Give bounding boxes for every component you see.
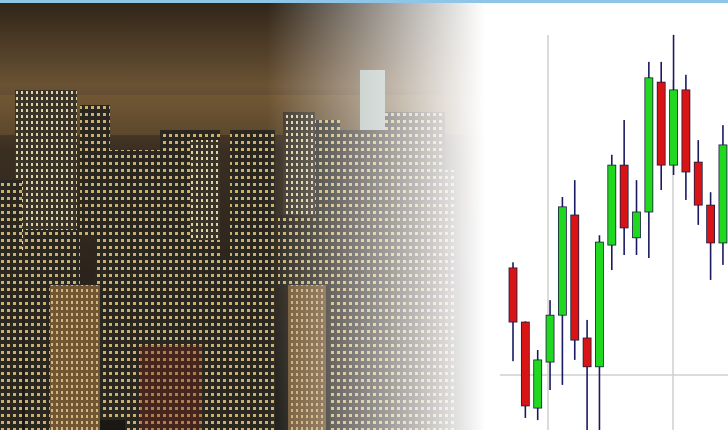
candle-body: [608, 165, 616, 245]
candle-body: [583, 338, 591, 367]
candle-body: [534, 360, 542, 408]
candle-body: [694, 162, 702, 205]
candle-body: [620, 165, 628, 228]
candle-body: [558, 207, 566, 315]
candle-body: [633, 212, 641, 238]
candlestick-chart: [509, 35, 727, 430]
candle-body: [645, 78, 653, 212]
candle-body: [595, 242, 603, 367]
candle-body: [546, 315, 554, 362]
banner: [0, 0, 728, 430]
candle-body: [571, 215, 579, 340]
page: (() => { const data = JSON.parse(documen…: [0, 0, 728, 430]
candle-body: [657, 82, 665, 165]
candle-body: [521, 322, 529, 406]
top-border: [0, 0, 728, 3]
city-photo: [0, 0, 485, 430]
candle-body: [682, 90, 690, 172]
candle-body: [719, 145, 727, 243]
candle-body: [707, 205, 715, 243]
candle-body: [509, 268, 517, 322]
candle-body: [670, 90, 678, 165]
